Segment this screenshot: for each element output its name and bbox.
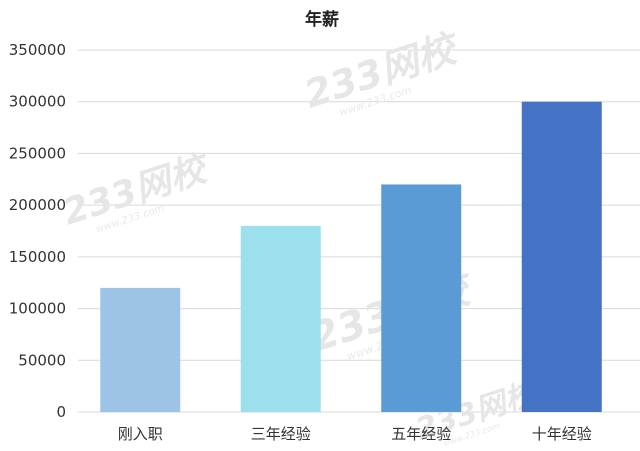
bar-1	[100, 287, 181, 412]
x-axis-category-labels: 刚入职 三年经验 五年经验 十年经验	[118, 425, 592, 443]
y-tick-label: 300000	[9, 93, 66, 111]
y-axis-tick-labels: 0 50000 100000 150000 200000 250000 300000 3500…	[9, 41, 66, 421]
x-category-label: 刚入职	[118, 425, 163, 443]
bar-4	[521, 101, 602, 412]
y-tick-label: 200000	[9, 196, 66, 214]
x-category-label: 十年经验	[532, 425, 592, 443]
x-category-label: 三年经验	[251, 425, 311, 443]
chart-title: 年薪	[305, 9, 339, 30]
x-category-label: 五年经验	[391, 425, 451, 443]
y-tick-label: 50000	[18, 351, 66, 369]
y-tick-label: 250000	[9, 144, 66, 162]
y-tick-label: 0	[56, 403, 66, 421]
bars	[100, 101, 602, 412]
y-tick-label: 100000	[9, 300, 66, 318]
bar-3	[381, 184, 462, 412]
y-tick-label: 150000	[9, 248, 66, 266]
bar-2	[240, 225, 321, 412]
y-tick-label: 350000	[9, 41, 66, 59]
